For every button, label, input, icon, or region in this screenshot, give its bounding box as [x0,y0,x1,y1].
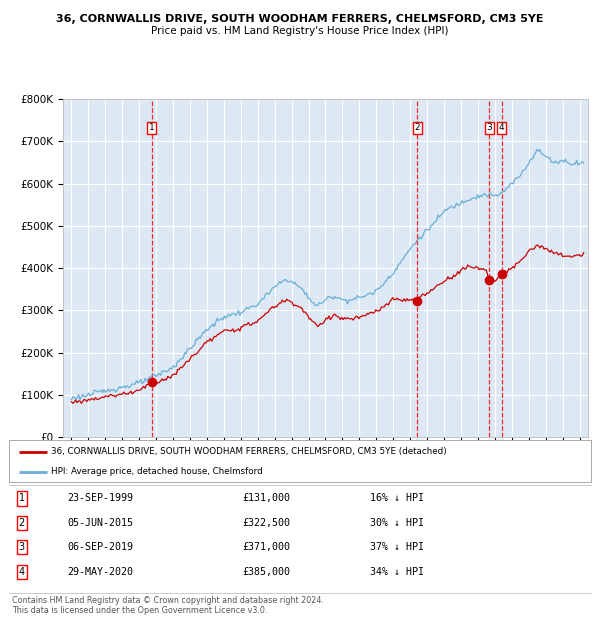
Text: 4: 4 [499,123,505,133]
Text: Contains HM Land Registry data © Crown copyright and database right 2024.: Contains HM Land Registry data © Crown c… [12,596,324,606]
Text: 2: 2 [415,123,420,133]
Text: 1: 1 [149,123,154,133]
Text: Price paid vs. HM Land Registry's House Price Index (HPI): Price paid vs. HM Land Registry's House … [151,26,449,36]
Text: 3: 3 [487,123,493,133]
Text: 34% ↓ HPI: 34% ↓ HPI [370,567,424,577]
Text: 30% ↓ HPI: 30% ↓ HPI [370,518,424,528]
Text: 4: 4 [19,567,25,577]
Text: 06-SEP-2019: 06-SEP-2019 [67,542,133,552]
Text: 2: 2 [19,518,25,528]
Text: 37% ↓ HPI: 37% ↓ HPI [370,542,424,552]
Text: £322,500: £322,500 [242,518,290,528]
Text: £385,000: £385,000 [242,567,290,577]
Text: 3: 3 [19,542,25,552]
Text: 05-JUN-2015: 05-JUN-2015 [67,518,133,528]
Text: This data is licensed under the Open Government Licence v3.0.: This data is licensed under the Open Gov… [12,606,268,616]
Text: 36, CORNWALLIS DRIVE, SOUTH WOODHAM FERRERS, CHELMSFORD, CM3 5YE (detached): 36, CORNWALLIS DRIVE, SOUTH WOODHAM FERR… [51,447,446,456]
Text: 23-SEP-1999: 23-SEP-1999 [67,494,133,503]
Text: 1: 1 [19,494,25,503]
Text: £131,000: £131,000 [242,494,290,503]
Text: 36, CORNWALLIS DRIVE, SOUTH WOODHAM FERRERS, CHELMSFORD, CM3 5YE: 36, CORNWALLIS DRIVE, SOUTH WOODHAM FERR… [56,14,544,24]
Text: £371,000: £371,000 [242,542,290,552]
Text: HPI: Average price, detached house, Chelmsford: HPI: Average price, detached house, Chel… [51,467,263,476]
Text: 16% ↓ HPI: 16% ↓ HPI [370,494,424,503]
Text: 29-MAY-2020: 29-MAY-2020 [67,567,133,577]
